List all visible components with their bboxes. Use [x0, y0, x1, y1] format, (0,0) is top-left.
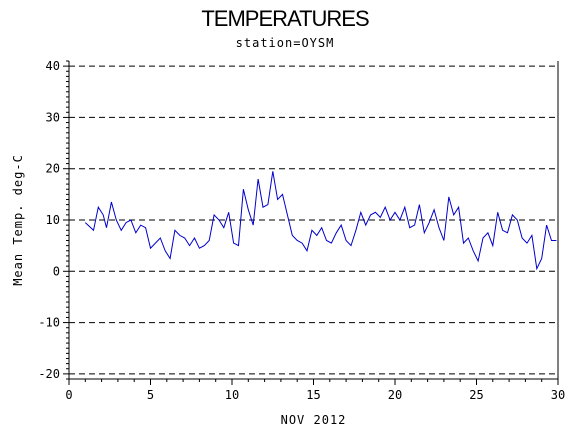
y-tick-label: -20 — [38, 367, 60, 381]
y-tick-label: 0 — [53, 264, 60, 278]
x-tick-label: 20 — [388, 388, 402, 402]
series-layer — [84, 171, 557, 271]
y-tick-label: 20 — [46, 162, 60, 176]
y-tick-label: 10 — [46, 213, 60, 227]
grid-lines — [69, 65, 558, 375]
chart-subtitle: station=OYSM — [235, 36, 335, 50]
tick-labels: -20 -10 0 10 20 30 40 0 5 10 15 20 25 30 — [38, 59, 565, 402]
x-tick-label: 30 — [551, 388, 565, 402]
y-tick-label: -10 — [38, 316, 60, 330]
y-axis-label: Mean Temp. deg-C — [11, 154, 25, 286]
x-tick-label: 10 — [225, 388, 239, 402]
x-tick-label: 25 — [469, 388, 483, 402]
temperature-series-line — [84, 171, 557, 271]
x-axis-label: NOV 2012 — [281, 413, 347, 427]
x-tick-label: 0 — [65, 388, 72, 402]
y-tick-label: 30 — [46, 110, 60, 124]
y-tick-label: 40 — [46, 59, 60, 73]
x-tick-label: 5 — [147, 388, 154, 402]
tick-marks — [63, 60, 559, 385]
x-tick-label: 15 — [306, 388, 320, 402]
chart-title: TEMPERATURES — [201, 6, 369, 31]
